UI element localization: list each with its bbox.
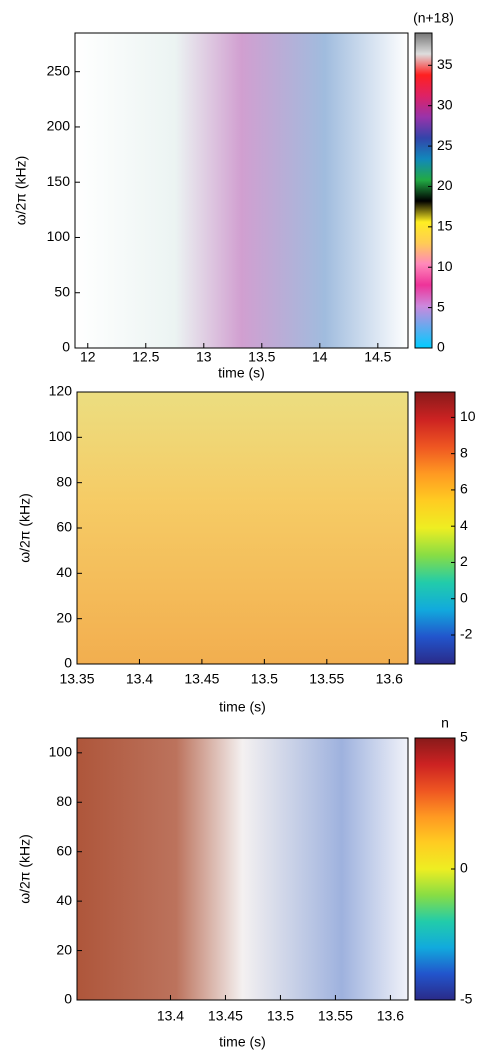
spectrogram-image [75, 33, 408, 348]
y-tick-label: 250 [47, 62, 71, 78]
colorbar-tick-label: 8 [460, 444, 468, 460]
colorbar [414, 32, 433, 349]
y-tick-label: 150 [47, 173, 71, 189]
x-tick-label: 13.4 [126, 671, 153, 687]
x-tick-label: 12.5 [132, 349, 159, 365]
x-tick-label: 13.5 [251, 671, 278, 687]
y-tick-label: 40 [56, 564, 72, 580]
spectrogram-image [77, 392, 408, 664]
colorbar-tick-label: 2 [460, 553, 468, 569]
x-tick-label: 13.35 [59, 671, 94, 687]
axes-frame [74, 32, 409, 349]
colorbar-tick-label: 0 [460, 589, 468, 605]
colorbar-label: n [441, 715, 449, 731]
colorbar-tick-label: 0 [460, 860, 468, 876]
y-tick-label: 20 [56, 941, 72, 957]
colorbar [414, 737, 456, 1001]
y-axis-label: ω/2π (kHz) [17, 493, 33, 563]
colorbar-tick-label: 15 [437, 218, 453, 234]
x-tick-label: 13.5 [267, 1008, 294, 1024]
y-tick-label: 60 [56, 519, 72, 535]
x-tick-label: 13.45 [184, 671, 219, 687]
colorbar-tick-label: 10 [437, 258, 453, 274]
y-tick-label: 50 [54, 283, 70, 299]
colorbar-tick-label: 6 [460, 481, 468, 497]
y-tick-label: 40 [56, 892, 72, 908]
y-tick-label: 120 [49, 383, 73, 399]
x-tick-label: 13.5 [248, 349, 275, 365]
colorbar-label: (n+18) [413, 10, 454, 26]
colorbar-tick-label: 0 [437, 339, 445, 355]
colorbar-tick-label: 4 [460, 517, 468, 533]
colorbar-tick-label: -5 [460, 991, 473, 1007]
y-tick-label: 100 [49, 744, 73, 760]
y-axis-label: ω/2π (kHz) [13, 156, 29, 226]
colorbar-tick-label: 30 [437, 96, 453, 112]
x-tick-label: 12 [80, 349, 96, 365]
x-tick-label: 13.55 [318, 1008, 353, 1024]
y-tick-label: 20 [56, 609, 72, 625]
y-tick-label: 60 [56, 842, 72, 858]
colorbar-tick-label: 5 [437, 298, 445, 314]
x-axis-label: time (s) [218, 365, 265, 381]
y-tick-label: 100 [49, 428, 73, 444]
spectrogram-image [77, 738, 408, 1000]
y-tick-label: 80 [56, 473, 72, 489]
y-tick-label: 80 [56, 793, 72, 809]
y-tick-label: 0 [62, 339, 70, 355]
colorbar-tick-label: 35 [437, 56, 453, 72]
colorbar-tick-label: 25 [437, 137, 453, 153]
colorbar-tick-label: 10 [460, 408, 476, 424]
y-tick-label: 0 [64, 991, 72, 1007]
x-tick-label: 13.55 [309, 671, 344, 687]
y-axis-label: ω/2π (kHz) [17, 834, 33, 904]
colorbar [414, 391, 456, 665]
x-tick-label: 14 [312, 349, 328, 365]
x-tick-label: 14.5 [364, 349, 391, 365]
x-axis-label: time (s) [219, 699, 266, 715]
y-tick-label: 0 [64, 655, 72, 671]
colorbar-tick-label: -2 [460, 626, 473, 642]
x-tick-label: 13 [196, 349, 212, 365]
x-tick-label: 13.4 [157, 1008, 184, 1024]
colorbar-tick-label: 5 [460, 729, 468, 745]
x-axis-label: time (s) [219, 1034, 266, 1050]
y-tick-label: 200 [47, 118, 71, 134]
x-tick-label: 13.6 [377, 1008, 404, 1024]
colorbar-tick-label: 20 [437, 177, 453, 193]
axes-frame [76, 737, 409, 1001]
x-tick-label: 13.6 [376, 671, 403, 687]
x-tick-label: 13.45 [208, 1008, 243, 1024]
y-tick-label: 100 [47, 228, 71, 244]
